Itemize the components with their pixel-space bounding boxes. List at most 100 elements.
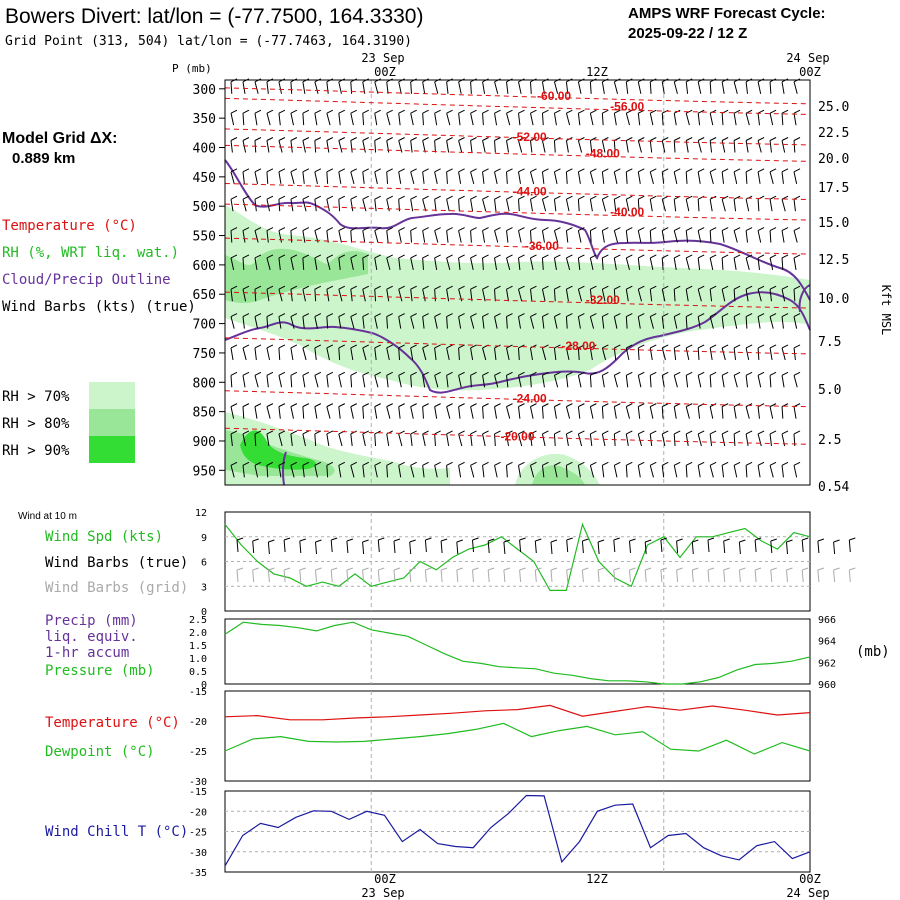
wind-barb [302,403,310,419]
wind-barb [625,344,633,361]
wind-barb [446,195,453,212]
wind-barb [673,137,681,153]
wind-barb [230,403,238,419]
wind-barb [410,137,417,153]
surface-wind-barb-grid [707,567,715,583]
surface-wind-barb [487,538,495,554]
wind-barb [230,254,238,270]
wind-barb [661,461,669,478]
wind-barb [230,285,238,302]
wind-barb [290,254,298,270]
temperature-contour-label: -48.00 [586,146,620,160]
wind-barb [661,344,669,361]
wind-barb [757,109,765,126]
wind-barb [350,371,358,388]
top-date-1: 23 Sep [361,51,404,65]
wind-barb [685,461,693,478]
surface-wind-barb-grid [644,567,652,583]
rh80-region-low-2 [532,465,585,485]
surface-wind-barb-grid [676,567,683,583]
wind-barb [649,254,657,270]
wind-barb [374,344,381,360]
wind-barb [793,254,801,270]
wind-barb [673,371,681,388]
wind-barb [374,227,381,243]
height-tick-label: 5.0 [818,383,841,398]
wind-barb [733,254,741,270]
wind-barb [709,313,717,329]
wind-barb [494,461,501,478]
wind-barb [230,168,238,184]
wind-barb [601,254,609,270]
wind-barb [601,461,609,478]
surface-wind-barb [644,539,652,555]
wind-barb [350,195,358,212]
temperature-contour-label: -32.00 [586,293,620,307]
wind-barb [637,168,645,184]
surface-wind-barb-grid [597,567,605,583]
wind-barb [506,371,513,388]
wind-barb [494,254,501,270]
wind-barb [242,461,250,478]
surface-wind-barb [534,538,542,554]
wind-barb [757,313,765,329]
wind-barb [434,168,441,184]
height-tick-label: 15.0 [818,216,849,231]
temperature-contour [224,144,811,162]
wind-barbs-grid-label: Wind Barbs (grid) [45,580,188,596]
precip-y-tick: 2.5 [189,615,207,626]
wind-barb [697,430,705,447]
temperature-contour [224,237,811,255]
wind-barb [254,254,262,270]
wind-barb [661,430,669,447]
wind-barb [577,430,585,447]
wind-barb [625,403,633,419]
wind-barb [278,403,286,419]
wind-barb [793,371,801,388]
pressure-line [224,621,811,685]
surface-wind-barb-grid [629,567,636,583]
wind-barb [326,313,334,329]
wind-barb [446,168,453,184]
wind-barb [757,254,765,270]
wind-barb [230,461,238,478]
wind-barb [649,313,657,329]
surface-wind-barb [330,537,338,553]
wind-barb [242,285,250,302]
wind-barb [601,227,609,243]
wind-barb [290,430,298,447]
wind-barb [422,430,429,447]
wind-barb [434,137,441,153]
wind-barb [458,403,465,419]
bottom-date-2: 24 Sep [786,886,829,900]
precip-y-tick: 2.0 [189,628,207,639]
wind-barb [410,371,417,388]
wind-barb [302,254,310,270]
wind-barb [470,109,477,126]
wind-barb [362,227,369,243]
wind-barb [565,227,573,243]
wind-barb [446,313,453,329]
wind-barb [422,137,429,153]
surface-wind-barb [440,538,448,554]
legend-rh90-swatch [89,436,135,463]
height-tick-label: 20.0 [818,152,849,167]
wind-barb [482,371,489,388]
wind-barb [398,461,405,478]
wind-barb [470,254,477,270]
wind-barb [613,227,621,243]
surface-wind-barb [833,539,840,555]
wind-barb [721,430,729,447]
wind-barb [685,403,693,419]
wind-barb [410,195,417,212]
wind-barb [577,254,585,270]
temperature-contour [224,203,811,221]
wind-barb [589,461,597,478]
wind-barb [422,403,429,419]
surface-wind-barb [393,538,401,554]
wind-barb [541,461,549,478]
wind-barb [506,109,513,126]
cloud-outline-base [281,451,287,486]
temperature-contour-label: -60.00 [537,89,571,103]
wind-barb [613,461,621,478]
